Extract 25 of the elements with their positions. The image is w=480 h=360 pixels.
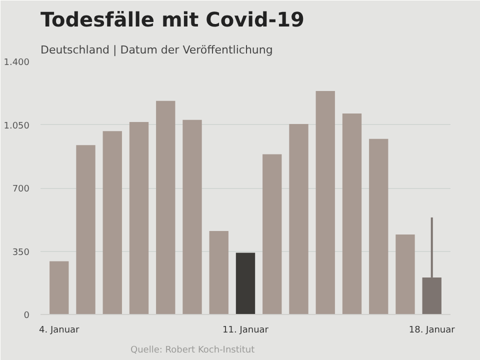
bar xyxy=(129,122,149,314)
y-tick-label: 1.400 xyxy=(4,58,30,68)
bar xyxy=(76,145,96,314)
bar xyxy=(236,252,256,314)
bar xyxy=(262,154,282,314)
x-tick-label: 11. Januar xyxy=(222,326,269,336)
bar xyxy=(342,114,362,314)
bar xyxy=(209,231,228,314)
source-note: Quelle: Robert Koch-Institut xyxy=(130,346,256,356)
bar xyxy=(316,90,335,314)
bar xyxy=(182,120,202,314)
bar xyxy=(289,124,308,314)
y-tick-label: 1.050 xyxy=(4,121,30,132)
bar xyxy=(50,261,69,314)
bar xyxy=(369,138,388,314)
x-tick-label: 4. Januar xyxy=(39,326,80,336)
y-tick-label: 350 xyxy=(12,248,30,258)
chart-subtitle: Deutschland | Datum der Veröffentlichung xyxy=(40,44,273,56)
bar xyxy=(102,131,122,314)
x-tick-label: 18. Januar xyxy=(408,326,456,336)
y-tick-label: 0 xyxy=(24,311,30,321)
y-tick-label: 700 xyxy=(12,184,30,194)
bar xyxy=(396,234,415,314)
chart-title: Todesfälle mit Covid-19 xyxy=(40,8,304,32)
bar xyxy=(156,100,176,314)
